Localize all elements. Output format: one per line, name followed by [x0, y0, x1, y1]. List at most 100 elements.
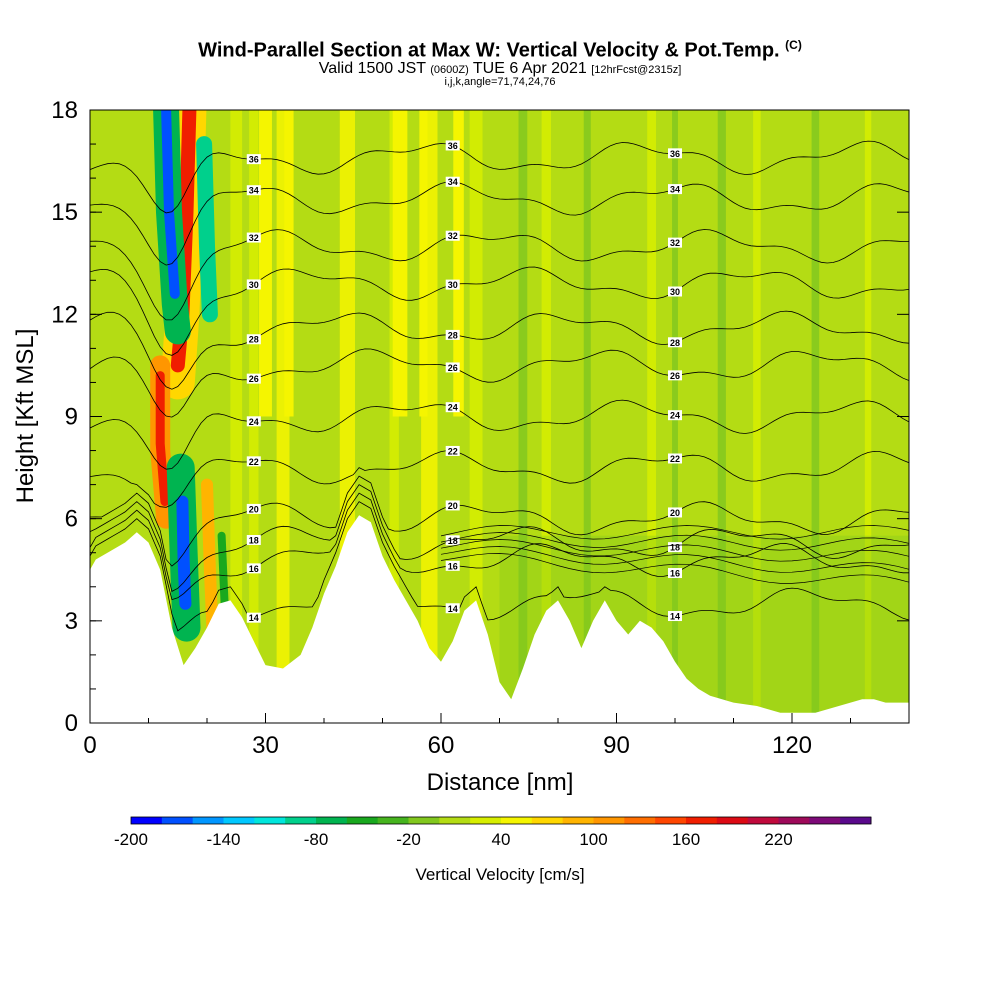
colorbar-swatch — [655, 817, 687, 824]
terrain — [90, 515, 909, 723]
isentrope-label: 20 — [445, 500, 460, 511]
isentrope-label-text: 18 — [670, 543, 680, 553]
velocity-streak — [717, 110, 726, 723]
isentrope-label-bg — [668, 237, 682, 248]
isentrope-label-bg — [246, 279, 261, 290]
colorbar-tick-label: 40 — [492, 830, 511, 849]
velocity-streak — [541, 110, 551, 723]
colorbar-tick-label: -200 — [114, 830, 148, 849]
isentrope-label-bg — [445, 402, 460, 413]
colorbar-swatch — [531, 817, 564, 824]
isentrope-label: 32 — [445, 230, 460, 241]
isentrope-label-text: 28 — [670, 338, 680, 348]
isentrope-label-text: 14 — [249, 613, 259, 623]
isentrope-label-text: 26 — [670, 371, 680, 381]
isentrope-label-text: 36 — [448, 141, 458, 151]
velocity-streak — [864, 110, 872, 723]
isentrope-label: 28 — [246, 334, 261, 345]
isentrope-label-text: 20 — [249, 504, 259, 514]
velocity-streak — [230, 110, 243, 723]
isentrope-label: 32 — [668, 237, 682, 248]
colorbar-swatch — [501, 817, 533, 824]
isentrope-label: 36 — [445, 140, 460, 151]
isentrope-line — [440, 539, 909, 562]
isentrope-label-bg — [246, 232, 261, 243]
isentrope-label-bg — [246, 416, 261, 427]
isentrope-label-bg — [445, 603, 460, 614]
isentrope-label-text: 24 — [670, 411, 680, 421]
isentrope-label-bg — [668, 611, 682, 622]
isentrope-label-text: 22 — [670, 454, 680, 464]
updraft-band — [392, 110, 408, 417]
isentrope-label-text: 30 — [249, 280, 259, 290]
colorbar-tick-label: 100 — [579, 830, 607, 849]
colorbar-swatch — [778, 817, 810, 824]
isentrope-label: 14 — [445, 603, 460, 614]
isentrope-label-text: 32 — [670, 238, 680, 248]
isentrope-label-text: 16 — [670, 569, 680, 579]
colorbar-swatch — [809, 817, 841, 824]
downdraft-core — [176, 495, 192, 610]
updraft-band — [453, 110, 464, 417]
x-tick-label: 0 — [83, 732, 96, 759]
y-tick-label: 3 — [65, 608, 78, 635]
isentrope-label-bg — [445, 230, 460, 241]
isentrope-line — [440, 546, 909, 573]
velocity-streak — [811, 110, 820, 723]
colorbar-swatch — [624, 817, 656, 824]
isentrope-label-text: 16 — [448, 561, 458, 571]
y-tick-label: 12 — [51, 301, 78, 328]
colorbar-label: Vertical Velocity [cm/s] — [415, 865, 584, 884]
colorbar-swatch — [470, 817, 502, 824]
colorbar-swatch — [223, 817, 255, 824]
chart-indices: i,j,k,angle=71,74,24,76 — [444, 76, 556, 88]
isentrope-line — [90, 181, 909, 266]
isentrope-label: 34 — [668, 184, 682, 195]
isentrope-line — [90, 399, 909, 470]
isentrope-label: 28 — [668, 337, 682, 348]
velocity-streak — [647, 110, 656, 723]
isentrope-label-bg — [668, 507, 682, 518]
isentrope-label: 26 — [246, 373, 261, 384]
colorbar-frame — [130, 816, 872, 825]
isentrope-label: 26 — [668, 370, 682, 381]
isentrope-label-bg — [668, 148, 682, 159]
x-tick-label: 90 — [603, 732, 630, 759]
isentrope-label-text: 34 — [670, 185, 680, 195]
isentrope-label-bg — [668, 370, 682, 381]
isentrope-label-bg — [668, 337, 682, 348]
isentrope-label: 20 — [246, 503, 261, 514]
y-tick-label: 0 — [65, 710, 78, 737]
isentrope-label-bg — [668, 410, 682, 421]
isentrope-label-text: 36 — [249, 155, 259, 165]
isentrope-label-text: 22 — [448, 446, 458, 456]
isentrope-label: 34 — [246, 185, 261, 196]
isentrope-label-bg — [445, 445, 460, 456]
isentrope-label-bg — [246, 534, 261, 545]
isentrope-label-text: 26 — [249, 374, 259, 384]
isentrope-label-text: 14 — [448, 604, 458, 614]
isentrope-label-text: 28 — [249, 335, 259, 345]
isentrope-label: 18 — [246, 534, 261, 545]
isentrope-label-text: 28 — [448, 330, 458, 340]
isentrope-label-text: 24 — [448, 403, 458, 413]
isentrope-label: 24 — [668, 410, 682, 421]
isentrope-label-bg — [445, 535, 460, 546]
y-tick-label: 15 — [51, 199, 78, 226]
isentrope-label-bg — [246, 563, 261, 574]
y-tick-label: 6 — [65, 506, 78, 533]
isentrope-label: 16 — [445, 560, 460, 571]
colorbar-tick-label: -80 — [304, 830, 329, 849]
isentrope-label: 22 — [668, 453, 682, 464]
isentrope-label: 16 — [246, 563, 261, 574]
isentrope-label-text: 20 — [670, 508, 680, 518]
colorbar-swatch — [254, 817, 286, 824]
velocity-streak — [295, 110, 306, 723]
x-tick-label: 120 — [772, 732, 812, 759]
isentrope-label-bg — [246, 612, 261, 623]
isentrope-label: 14 — [668, 611, 682, 622]
colorbar-tick-label: 160 — [672, 830, 700, 849]
updraft-core — [155, 371, 170, 507]
